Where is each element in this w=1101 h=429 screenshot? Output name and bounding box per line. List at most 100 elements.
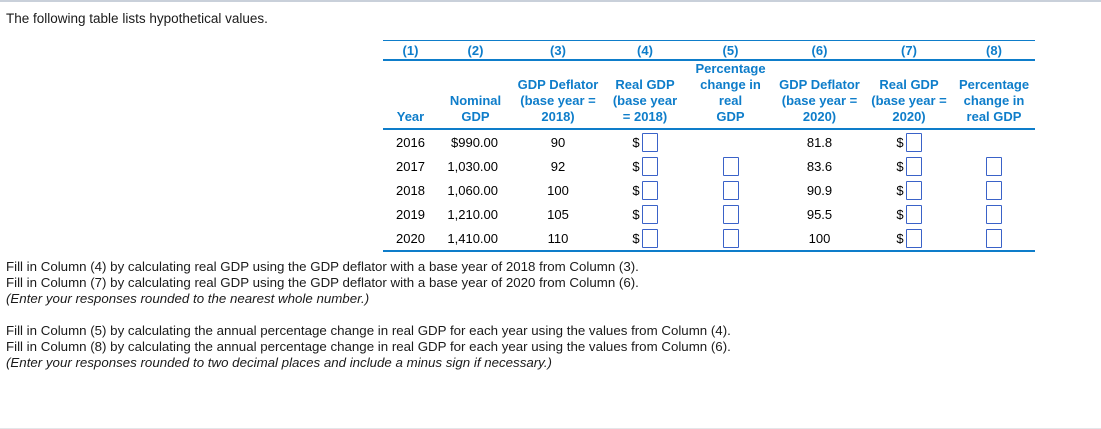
dollar-sign: $ bbox=[632, 206, 640, 222]
col-number-3: (3) bbox=[513, 40, 603, 61]
pct-change-2018-cell bbox=[687, 202, 774, 226]
col-number-4: (4) bbox=[603, 40, 687, 61]
col-number-2: (2) bbox=[438, 40, 513, 61]
instruction-note-rounding-whole: (Enter your responses rounded to the nea… bbox=[6, 291, 370, 306]
deflator-2020-cell: 83.6 bbox=[806, 158, 833, 174]
dollar-sign: $ bbox=[632, 230, 640, 246]
dollar-sign: $ bbox=[632, 182, 640, 198]
nominal-gdp-cell: 1,210.00 bbox=[447, 206, 498, 222]
intro-text: The following table lists hypothetical v… bbox=[6, 11, 268, 26]
header-nominal-gdp: Nominal GDP bbox=[438, 60, 513, 130]
pct-change-2020-cell bbox=[953, 154, 1035, 178]
dollar-sign: $ bbox=[896, 158, 904, 174]
year-cell: 2019 bbox=[396, 206, 425, 222]
deflator-2020-cell: 90.9 bbox=[806, 182, 833, 198]
column-number-row: (1) (2) (3) (4) (5) (6) (7) (8) bbox=[383, 40, 1035, 61]
instruction-fill-col5: Fill in Column (5) by calculating the an… bbox=[6, 323, 731, 338]
pct-change-2018-cell bbox=[687, 226, 774, 252]
dollar-sign: $ bbox=[896, 230, 904, 246]
real-gdp-2018-input-2018[interactable] bbox=[641, 180, 658, 200]
hypothetical-values-table: (1) (2) (3) (4) (5) (6) (7) (8) Year Nom… bbox=[383, 40, 1035, 252]
real-gdp-2020-cell: $ bbox=[865, 178, 953, 202]
year-cell: 2017 bbox=[396, 158, 425, 174]
dollar-sign: $ bbox=[896, 182, 904, 198]
dollar-sign: $ bbox=[896, 134, 904, 150]
header-real-gdp-2018: Real GDP (base year = 2018) bbox=[603, 60, 687, 130]
col-number-7: (7) bbox=[865, 40, 953, 61]
real-gdp-2018-cell: $ bbox=[603, 129, 687, 154]
dollar-sign: $ bbox=[632, 134, 640, 150]
column-header-row: Year Nominal GDP GDP Deflator (base year… bbox=[383, 60, 1035, 130]
instructions-pct-change: Fill in Column (5) by calculating the an… bbox=[6, 323, 731, 371]
real-gdp-2018-input-2020[interactable] bbox=[641, 228, 658, 248]
table-row-2016: 2016 $990.00 90 $ 81.8 $ bbox=[383, 129, 1035, 154]
real-gdp-2018-cell: $ bbox=[603, 178, 687, 202]
deflator-2020-cell: 95.5 bbox=[806, 206, 833, 222]
header-pct-change-2020: Percentage change in real GDP bbox=[953, 60, 1035, 130]
gdp-table: (1) (2) (3) (4) (5) (6) (7) (8) Year Nom… bbox=[383, 40, 1035, 252]
dollar-sign: $ bbox=[896, 206, 904, 222]
pct-change-2020-cell bbox=[953, 202, 1035, 226]
col-number-5: (5) bbox=[687, 40, 774, 61]
deflator-2020-cell: 100 bbox=[774, 226, 865, 252]
col-number-8: (8) bbox=[953, 40, 1035, 61]
table-row-2017: 2017 1,030.00 92 $ 83.6 $ bbox=[383, 154, 1035, 178]
pct-change-2018-input-2019[interactable] bbox=[722, 204, 739, 224]
real-gdp-2018-input-2017[interactable] bbox=[641, 156, 658, 176]
deflator-2018-cell: 100 bbox=[547, 182, 569, 198]
nominal-gdp-cell: 1,060.00 bbox=[447, 182, 498, 198]
header-pct-change-2018: Percentage change in real GDP bbox=[687, 60, 774, 130]
pct-change-2020-input-2019[interactable] bbox=[986, 204, 1002, 224]
instruction-fill-col7: Fill in Column (7) by calculating real G… bbox=[6, 275, 639, 290]
deflator-2020-cell: 81.8 bbox=[806, 134, 833, 150]
pct-change-2020-input-2017[interactable] bbox=[986, 156, 1002, 176]
col-number-1: (1) bbox=[383, 40, 438, 61]
table-row-2019: 2019 1,210.00 105 $ 95.5 $ bbox=[383, 202, 1035, 226]
real-gdp-2020-input-2017[interactable] bbox=[905, 156, 922, 176]
instruction-fill-col8: Fill in Column (8) by calculating the an… bbox=[6, 339, 731, 354]
real-gdp-2018-cell: $ bbox=[603, 154, 687, 178]
pct-change-2020-input-2018[interactable] bbox=[986, 180, 1002, 200]
instruction-note-rounding-decimals: (Enter your responses rounded to two dec… bbox=[6, 355, 552, 370]
deflator-2018-cell: 92 bbox=[550, 158, 566, 174]
table-row-2018: 2018 1,060.00 100 $ 90.9 $ bbox=[383, 178, 1035, 202]
real-gdp-2020-input-2020[interactable] bbox=[905, 228, 922, 248]
header-real-gdp-2020: Real GDP (base year = 2020) bbox=[865, 60, 953, 130]
real-gdp-2020-input-2016[interactable] bbox=[905, 132, 922, 152]
pct-change-2018-cell-empty bbox=[687, 129, 774, 154]
nominal-gdp-cell: 1,030.00 bbox=[447, 158, 498, 174]
real-gdp-2020-input-2019[interactable] bbox=[905, 204, 922, 224]
year-cell: 2016 bbox=[396, 134, 425, 150]
real-gdp-2020-cell: $ bbox=[865, 202, 953, 226]
pct-change-2018-input-2018[interactable] bbox=[722, 180, 739, 200]
nominal-gdp-cell: $990.00 bbox=[451, 134, 498, 150]
deflator-2018-cell: 105 bbox=[547, 206, 569, 222]
real-gdp-2020-input-2018[interactable] bbox=[905, 180, 922, 200]
col-number-6: (6) bbox=[774, 40, 865, 61]
real-gdp-2018-input-2019[interactable] bbox=[641, 204, 658, 224]
deflator-2018-cell: 90 bbox=[550, 134, 566, 150]
nominal-gdp-cell: 1,410.00 bbox=[438, 226, 513, 252]
real-gdp-2020-cell: $ bbox=[865, 154, 953, 178]
pct-change-2018-input-2017[interactable] bbox=[722, 156, 739, 176]
pct-change-2018-cell bbox=[687, 154, 774, 178]
pct-change-2020-cell bbox=[953, 226, 1035, 252]
year-cell: 2020 bbox=[383, 226, 438, 252]
real-gdp-2020-cell: $ bbox=[865, 129, 953, 154]
header-gdp-deflator-2018: GDP Deflator (base year = 2018) bbox=[513, 60, 603, 130]
instruction-fill-col4: Fill in Column (4) by calculating real G… bbox=[6, 259, 639, 274]
real-gdp-2018-input-2016[interactable] bbox=[641, 132, 658, 152]
year-cell: 2018 bbox=[396, 182, 425, 198]
header-gdp-deflator-2020: GDP Deflator (base year = 2020) bbox=[774, 60, 865, 130]
pct-change-2018-input-2020[interactable] bbox=[722, 228, 739, 248]
real-gdp-2018-cell: $ bbox=[603, 226, 687, 252]
real-gdp-2018-cell: $ bbox=[603, 202, 687, 226]
top-divider bbox=[0, 0, 1101, 2]
pct-change-2020-input-2020[interactable] bbox=[986, 228, 1002, 248]
dollar-sign: $ bbox=[632, 158, 640, 174]
table-row-2020: 2020 1,410.00 110 $ 100 $ bbox=[383, 226, 1035, 252]
instructions-real-gdp: Fill in Column (4) by calculating real G… bbox=[6, 259, 639, 307]
pct-change-2018-cell bbox=[687, 178, 774, 202]
deflator-2018-cell: 110 bbox=[513, 226, 603, 252]
pct-change-2020-cell-empty bbox=[953, 129, 1035, 154]
